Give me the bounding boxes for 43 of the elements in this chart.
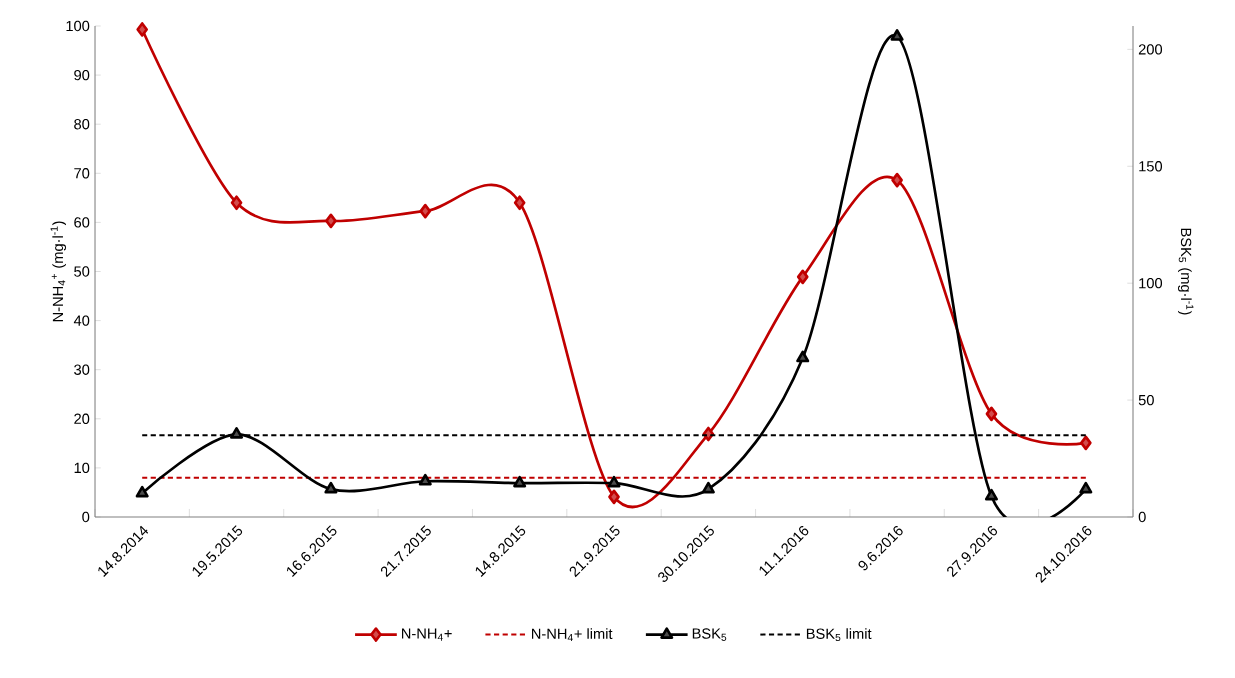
y-tick-label: 80 — [74, 119, 90, 130]
y-tick-label: 50 — [74, 266, 90, 277]
y-tick-label: 90 — [74, 69, 90, 81]
point — [891, 172, 903, 188]
y-tick-label: 100 — [66, 20, 90, 32]
y2-tick-label: 50 — [1138, 394, 1154, 406]
point — [513, 475, 527, 488]
point — [1079, 481, 1093, 494]
point — [608, 489, 620, 505]
point — [890, 29, 904, 41]
point — [796, 350, 810, 363]
point — [325, 213, 337, 229]
y-tick-label: 20 — [74, 413, 90, 424]
legend-label: N-NH$_{4}$+ limit — [532, 628, 613, 641]
point — [230, 195, 243, 211]
point — [701, 481, 715, 494]
legend-label: BSK$_{5}$ — [692, 628, 727, 641]
point — [985, 406, 998, 422]
point — [607, 475, 621, 488]
point — [230, 427, 244, 439]
y2-tick-label: 0 — [1138, 511, 1146, 523]
point — [418, 473, 432, 486]
y-tick-label: 40 — [73, 315, 90, 326]
point — [135, 485, 149, 498]
y2-tick-label: 150 — [1139, 161, 1163, 172]
point — [419, 203, 432, 219]
point — [513, 195, 526, 211]
legend-label: BSK$_{5}$ limit — [806, 628, 872, 642]
point — [136, 22, 149, 37]
y-tick-label: 0 — [82, 511, 90, 523]
y2-axis-title: BSK$_{5}$ (mg·l$^{-1}$) — [1178, 228, 1194, 315]
y-axis-title: N-NH$_{4}$$^{+}$ (mg·l$^{-1}$) — [50, 221, 66, 322]
y2-tick-label: 100 — [1139, 278, 1163, 289]
point — [984, 488, 998, 501]
y-tick-label: 10 — [74, 462, 90, 474]
point — [324, 481, 338, 494]
point — [796, 269, 809, 285]
y-tick-label: 30 — [74, 364, 90, 375]
y2-tick-label: 200 — [1138, 44, 1163, 55]
y-tick-label: 70 — [74, 168, 90, 179]
y-tick-label: 60 — [74, 217, 90, 228]
point — [1079, 435, 1092, 451]
legend-label: N-NH$_{4}$+ — [402, 628, 452, 641]
